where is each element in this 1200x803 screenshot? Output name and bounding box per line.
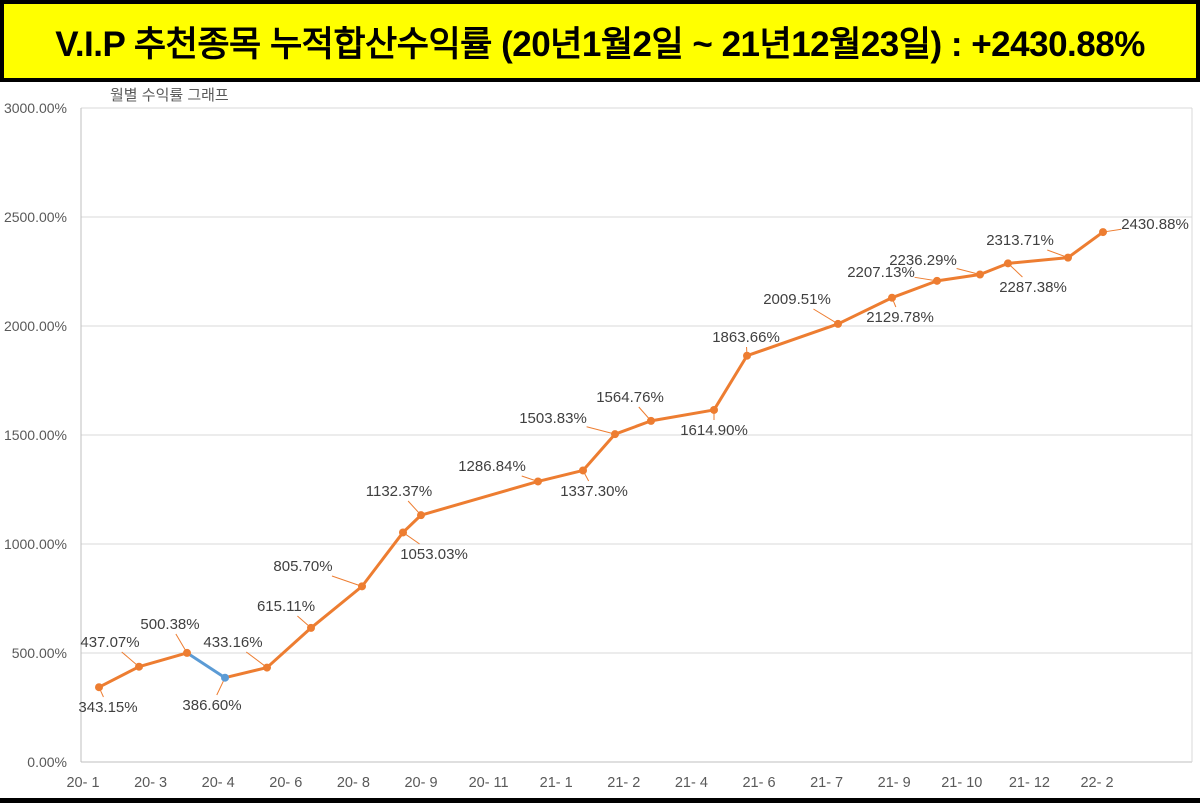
data-point-label: 2287.38% (999, 279, 1067, 296)
data-point-label: 1614.90% (680, 422, 748, 439)
data-point-label: 343.15% (78, 699, 137, 716)
data-point-label: 1503.83% (519, 410, 587, 427)
x-axis-tick: 21- 10 (941, 775, 982, 791)
x-axis-tick: 20- 9 (404, 775, 437, 791)
y-axis-tick: 500.00% (12, 645, 67, 661)
x-axis-tick: 20- 6 (269, 775, 302, 791)
x-axis-tick: 21- 2 (607, 775, 640, 791)
series-segment (401, 513, 423, 534)
data-point-label: 1132.37% (366, 483, 432, 500)
data-point-marker (534, 477, 542, 486)
y-axis-tick: 0.00% (27, 754, 67, 770)
y-axis-tick: 2500.00% (4, 209, 67, 225)
series-segment (745, 322, 840, 358)
label-leader-line (956, 268, 981, 275)
data-point-marker (888, 293, 896, 302)
data-point-marker (1064, 253, 1072, 262)
data-point-marker (1099, 228, 1107, 237)
data-point-marker (710, 405, 718, 414)
x-axis-tick: 21- 12 (1009, 775, 1050, 791)
data-point-marker (743, 351, 751, 360)
series-segment (223, 666, 269, 680)
data-point-marker (307, 623, 315, 632)
label-leader-line (245, 651, 268, 668)
page-title: V.I.P 추천종목 누적합산수익률 (20년1월2일 ~ 21년12월23일)… (55, 24, 1145, 64)
data-point-marker (135, 662, 143, 671)
data-point-label: 2129.78% (866, 309, 934, 326)
data-point-marker (95, 683, 103, 692)
series-segment (536, 468, 585, 483)
series-segment (309, 584, 364, 630)
data-point-marker (976, 270, 984, 279)
title-banner: V.I.P 추천종목 누적합산수익률 (20년1월2일 ~ 21년12월23일)… (0, 0, 1200, 82)
data-point-marker (263, 663, 271, 672)
data-point-label: 2009.51% (763, 291, 831, 308)
series-segment (265, 626, 313, 670)
data-point-label: 805.70% (273, 558, 332, 575)
data-point-label: 2430.88% (1121, 216, 1189, 233)
x-axis-tick: 21- 9 (878, 775, 911, 791)
data-point-marker (933, 276, 941, 285)
x-axis-tick: 20- 11 (469, 775, 509, 791)
data-point-marker (579, 466, 587, 475)
y-axis-tick: 2000.00% (4, 318, 67, 334)
series-segment (978, 261, 1010, 276)
y-axis-tick: 1000.00% (4, 536, 67, 552)
series-segment (649, 408, 716, 423)
x-axis-tick: 20- 3 (134, 775, 167, 791)
y-axis-tick: 1500.00% (4, 427, 67, 443)
series-segment (613, 419, 653, 436)
series-segment (836, 296, 894, 326)
series-segment (935, 272, 982, 283)
data-point-label: 1863.66% (712, 329, 780, 346)
data-point-label: 1053.03% (400, 546, 468, 563)
label-leader-line (813, 308, 839, 325)
data-point-marker (221, 673, 229, 682)
data-point-marker (647, 416, 655, 425)
x-axis-tick: 21- 1 (540, 775, 573, 791)
x-axis-tick: 21- 6 (742, 775, 775, 791)
data-point-marker (834, 319, 842, 328)
series-segment (1006, 256, 1070, 265)
label-leader-line (331, 575, 363, 587)
data-point-label: 1337.30% (560, 483, 628, 500)
series-segment (890, 279, 939, 300)
data-point-marker (417, 511, 425, 520)
data-point-marker (183, 648, 191, 657)
series-segment (97, 665, 141, 689)
data-point-label: 2207.13% (847, 264, 915, 281)
data-point-label: 2236.29% (889, 252, 957, 269)
data-point-label: 386.60% (182, 697, 241, 714)
series-segment (581, 432, 617, 472)
label-leader-line (586, 426, 616, 435)
data-point-marker (399, 528, 407, 537)
data-point-label: 1286.84% (458, 458, 526, 475)
data-point-label: 437.07% (80, 634, 139, 651)
data-point-marker (1004, 259, 1012, 268)
x-axis-tick: 22- 2 (1080, 775, 1113, 791)
series-segment (137, 651, 189, 669)
series-segment (419, 479, 540, 517)
x-axis-tick: 20- 4 (202, 775, 235, 791)
series-segment (185, 651, 227, 680)
series-segment (712, 354, 749, 412)
x-axis-tick: 21- 4 (675, 775, 708, 791)
data-point-marker (358, 582, 366, 591)
data-point-label: 2313.71% (986, 232, 1054, 249)
data-point-label: 1564.76% (596, 389, 664, 406)
x-axis-tick: 20- 8 (337, 775, 370, 791)
series-segment (1066, 230, 1105, 260)
bottom-border (0, 798, 1200, 803)
series-segment (360, 530, 405, 588)
data-point-marker (611, 430, 619, 439)
data-point-label: 615.11% (257, 598, 315, 615)
chart-title: 월별 수익률 그래프 (110, 87, 229, 104)
data-point-label: 500.38% (140, 616, 199, 633)
x-axis-tick: 20- 1 (66, 775, 99, 791)
y-axis-tick: 3000.00% (4, 100, 67, 116)
x-axis-tick: 21- 7 (810, 775, 843, 791)
data-point-label: 433.16% (203, 634, 262, 651)
